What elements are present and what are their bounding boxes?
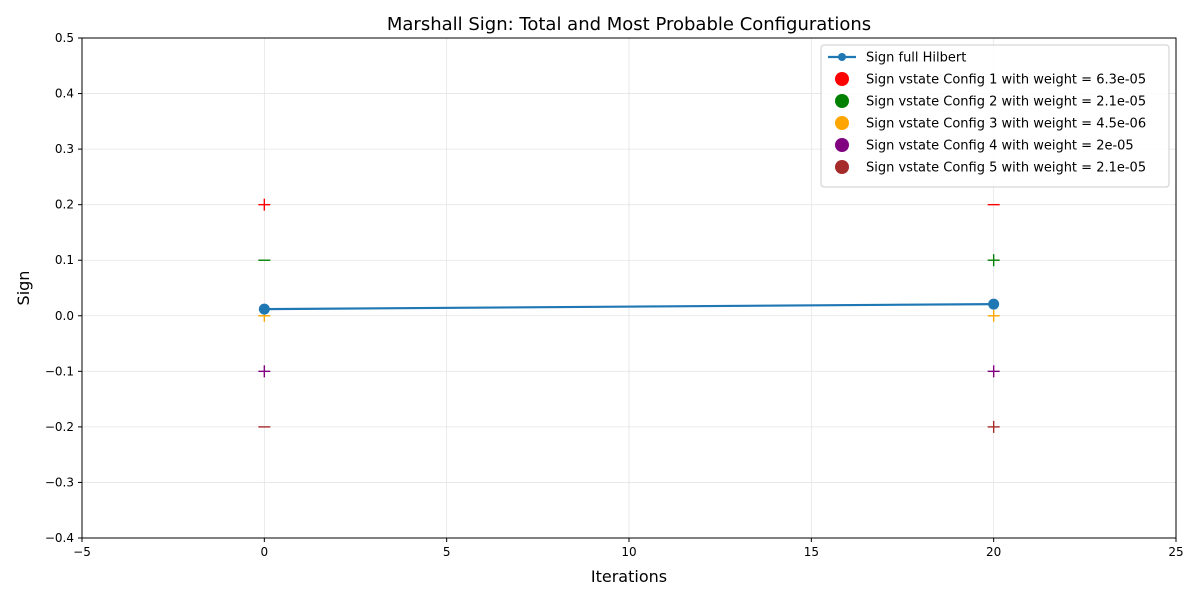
y-tick-label: 0.1 <box>55 253 74 267</box>
legend-dot-swatch <box>835 72 849 86</box>
x-tick-label: 5 <box>443 545 451 559</box>
y-tick-label: 0.3 <box>55 142 74 156</box>
legend-dot-swatch <box>835 94 849 108</box>
y-tick-label: 0.5 <box>55 31 74 45</box>
y-tick-label: 0.0 <box>55 309 74 323</box>
plus-marker <box>987 365 1000 378</box>
x-tick-label: 25 <box>1168 545 1183 559</box>
y-tick-label: −0.2 <box>45 420 74 434</box>
legend-dot-swatch <box>835 116 849 130</box>
legend-label: Sign vstate Config 3 with weight = 4.5e-… <box>866 117 1146 132</box>
full-hilbert-point <box>988 298 1000 310</box>
plus-marker <box>258 198 271 211</box>
full-hilbert-line <box>264 303 994 311</box>
marks-layer <box>258 198 1000 433</box>
x-tick-label: 10 <box>621 545 636 559</box>
series-config-2 <box>258 254 1000 267</box>
legend-label: Sign vstate Config 5 with weight = 2.1e-… <box>866 161 1146 176</box>
full-hilbert-point <box>258 303 270 315</box>
legend-point-swatch <box>838 53 846 61</box>
plus-marker <box>987 309 1000 322</box>
series-config-1 <box>258 198 1000 211</box>
x-tick-label: 0 <box>261 545 269 559</box>
legend-label: Sign vstate Config 2 with weight = 2.1e-… <box>866 95 1146 110</box>
x-tick-label: 20 <box>986 545 1001 559</box>
series-config-5 <box>258 420 1000 433</box>
x-tick-label: 15 <box>804 545 819 559</box>
y-tick-label: 0.4 <box>55 87 74 101</box>
legend-entry: Sign vstate Config 5 with weight = 2.1e-… <box>835 160 1146 176</box>
y-axis-title: Sign <box>14 271 33 306</box>
plus-marker <box>987 254 1000 267</box>
legend-label: Sign vstate Config 4 with weight = 2e-05 <box>866 139 1134 154</box>
plus-marker <box>258 365 271 378</box>
y-tick-label: −0.4 <box>45 531 74 545</box>
legend-entry: Sign vstate Config 1 with weight = 6.3e-… <box>835 72 1146 88</box>
legend-dot-swatch <box>835 160 849 174</box>
legend-entry: Sign vstate Config 4 with weight = 2e-05 <box>835 138 1134 154</box>
y-tick-label: −0.1 <box>45 364 74 378</box>
legend-dot-swatch <box>835 138 849 152</box>
x-axis-title: Iterations <box>591 567 667 586</box>
legend-entry: Sign vstate Config 3 with weight = 4.5e-… <box>835 116 1146 132</box>
y-tick-label: −0.3 <box>45 475 74 489</box>
legend-box <box>820 44 1170 188</box>
series-config-4 <box>258 365 1000 378</box>
axes-layer: −5 0 5 10 15 20 25 −0.4 −0.3 −0.2 −0.1 0.0 0.1 0.2 0.3… <box>45 31 1184 559</box>
legend-label: Sign vstate Config 1 with weight = 6.3e-… <box>866 73 1146 88</box>
x-tick-label: −5 <box>73 545 91 559</box>
chart-title: Marshall Sign: Total and Most Probable C… <box>387 14 871 35</box>
legend: Sign full Hilbert Sign vstate Config 1 wi… <box>820 44 1170 188</box>
series-full-hilbert <box>258 298 1000 315</box>
y-tick-label: 0.2 <box>55 198 74 212</box>
plus-marker <box>987 420 1000 433</box>
legend-entry: Sign vstate Config 2 with weight = 2.1e-… <box>835 94 1146 110</box>
legend-label: Sign full Hilbert <box>866 51 966 66</box>
legend-entry: Sign full Hilbert <box>828 51 966 66</box>
